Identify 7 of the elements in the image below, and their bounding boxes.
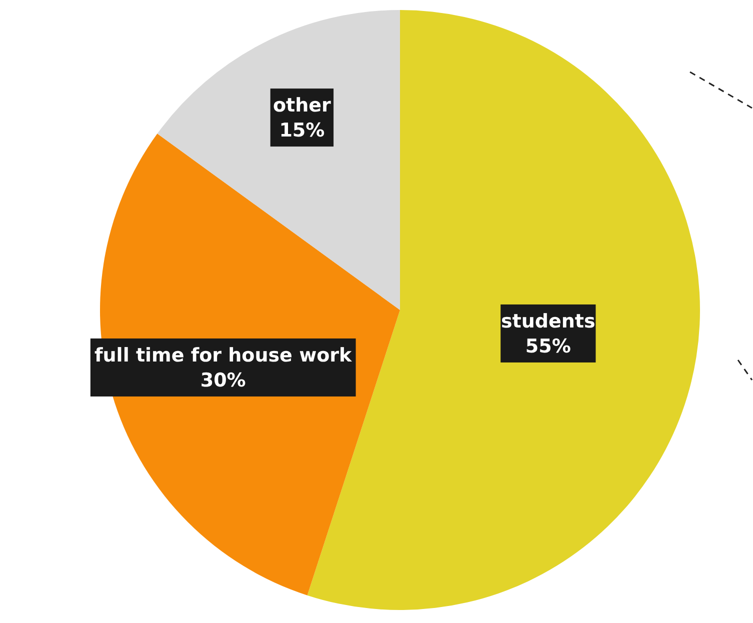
slice-label: other xyxy=(272,94,332,117)
slice-label: full time for house work xyxy=(94,344,352,366)
data-label: 30% xyxy=(200,369,246,392)
data-label: 55% xyxy=(525,335,571,358)
data-label: 15% xyxy=(279,120,325,142)
pie-slice xyxy=(157,10,400,310)
slice-label: students xyxy=(500,310,596,332)
